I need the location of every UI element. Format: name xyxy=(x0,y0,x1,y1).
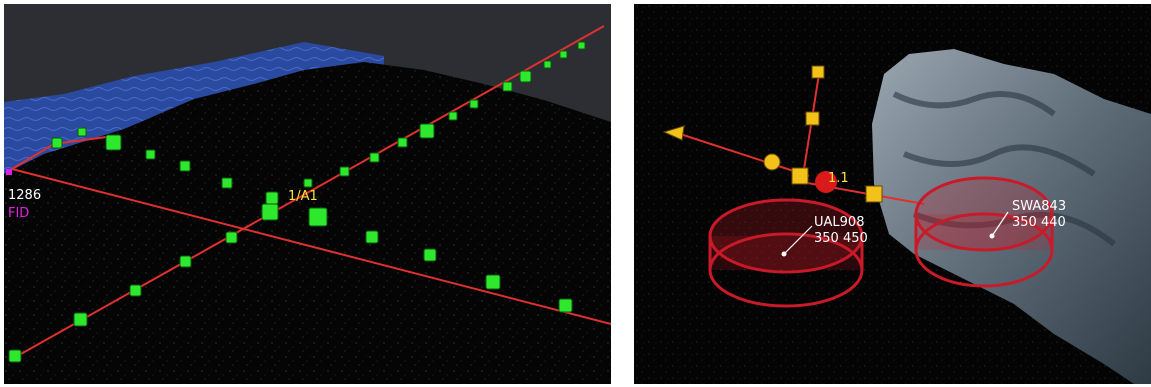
aircraft-icon[interactable] xyxy=(865,185,883,203)
terrain-ground xyxy=(4,62,611,384)
waypoint-marker[interactable] xyxy=(365,230,379,244)
aircraft-callsign-swa: SWA843 xyxy=(1012,199,1066,214)
waypoint-marker[interactable] xyxy=(51,137,63,149)
waypoint-marker[interactable] xyxy=(543,60,552,69)
aircraft-leaders xyxy=(783,211,1009,255)
waypoint-marker[interactable] xyxy=(145,149,156,160)
waypoint-marker[interactable] xyxy=(448,111,458,121)
waypoint-marker[interactable] xyxy=(225,231,238,244)
aircraft-icon[interactable] xyxy=(811,65,825,79)
waypoint-marker[interactable] xyxy=(397,137,408,148)
aircraft-markers xyxy=(662,65,883,203)
aircraft-icon[interactable] xyxy=(791,167,809,185)
waypoint-marker[interactable] xyxy=(423,248,437,262)
waypoints xyxy=(8,41,586,363)
aircraft-altitude-swa: 350 440 xyxy=(1012,215,1066,230)
waypoint-marker[interactable] xyxy=(519,70,532,83)
waypoint-marker[interactable] xyxy=(369,152,380,163)
flight-id-label: 1286 xyxy=(8,188,41,203)
protection-zone-swa xyxy=(914,176,1054,288)
waypoint-marker[interactable] xyxy=(577,41,586,50)
flight-tag-marker[interactable] xyxy=(6,169,12,175)
waypoint-marker[interactable] xyxy=(558,298,573,313)
waypoint-marker[interactable] xyxy=(77,127,87,137)
waypoint-marker[interactable] xyxy=(179,255,192,268)
waypoint-marker[interactable] xyxy=(129,284,142,297)
waypoint-marker[interactable] xyxy=(261,203,279,221)
waypoint-marker[interactable] xyxy=(485,274,501,290)
waypoint-marker[interactable] xyxy=(105,134,122,151)
waypoint-marker[interactable] xyxy=(73,312,88,327)
conflict-marker[interactable] xyxy=(815,171,837,193)
aircraft-icon[interactable] xyxy=(805,111,820,126)
waypoint-marker[interactable] xyxy=(303,178,313,188)
waypoint-marker[interactable] xyxy=(339,166,350,177)
waypoint-marker[interactable] xyxy=(265,191,279,205)
route-line-n xyxy=(801,73,820,183)
waypoint-marker[interactable] xyxy=(179,160,191,172)
route-line-se xyxy=(11,168,611,325)
aircraft-icon[interactable] xyxy=(763,153,781,171)
waypoint-marker[interactable] xyxy=(419,123,435,139)
route-line-w xyxy=(673,131,810,177)
right-3d-view[interactable]: 1.1 UAL908 350 450 SWA843 350 440 xyxy=(634,4,1151,384)
left-scene: 1286 FID 1/A1 xyxy=(4,4,611,384)
aircraft-position-swa[interactable] xyxy=(989,233,995,239)
waypoint-marker[interactable] xyxy=(8,349,22,363)
waypoint-marker[interactable] xyxy=(469,99,479,109)
aircraft-altitude-ual: 350 450 xyxy=(814,231,868,246)
waypoint-marker[interactable] xyxy=(502,81,513,92)
aircraft-position-ual[interactable] xyxy=(781,251,787,257)
waypoint-marker[interactable] xyxy=(559,50,568,59)
intersection-label: 1/A1 xyxy=(288,189,318,204)
right-scene: 1.1 UAL908 350 450 SWA843 350 440 xyxy=(634,4,1151,384)
conflict-label: 1.1 xyxy=(828,171,849,186)
flight-altitude-label: FID xyxy=(8,206,29,221)
aircraft-callsign-ual: UAL908 xyxy=(814,215,864,230)
waypoint-marker[interactable] xyxy=(308,207,328,227)
waypoint-marker[interactable] xyxy=(221,177,233,189)
aircraft-icon[interactable] xyxy=(662,125,685,141)
left-3d-view[interactable]: 1286 FID 1/A1 xyxy=(4,4,611,384)
